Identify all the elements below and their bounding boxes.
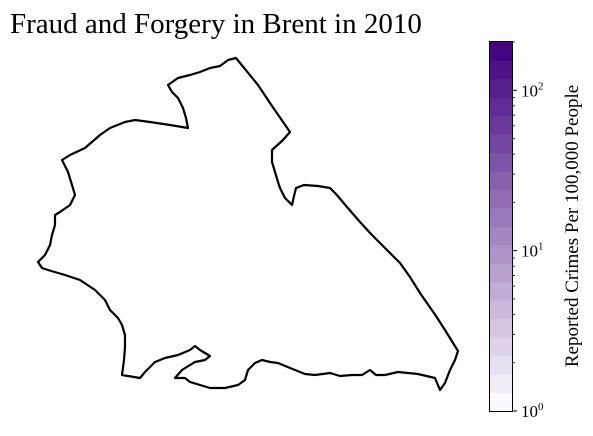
colorbar-band xyxy=(490,355,512,375)
colorbar-band xyxy=(490,337,512,357)
colorbar-frame xyxy=(489,41,513,412)
colorbar-label: Reported Crimes Per 100,000 People xyxy=(562,85,583,367)
colorbar-band xyxy=(490,189,512,209)
colorbar: 100 101 102 Reported Crimes Per 100,000 Pe… xyxy=(489,41,583,421)
chart-title: Fraud and Forgery in Brent in 2010 xyxy=(10,8,422,40)
colorbar-tick-label: 101 xyxy=(521,241,544,261)
colorbar-band xyxy=(490,134,512,154)
colorbar-band xyxy=(490,392,512,412)
colorbar-band xyxy=(490,374,512,393)
colorbar-band xyxy=(490,226,512,246)
colorbar-band xyxy=(490,318,512,338)
colorbar-band xyxy=(490,152,512,172)
brent-boundary xyxy=(36,56,460,392)
colorbar-bands xyxy=(490,42,512,412)
colorbar-band xyxy=(490,281,512,301)
colorbar-band xyxy=(490,244,512,264)
colorbar-band xyxy=(490,97,512,117)
colorbar-band xyxy=(490,263,512,283)
colorbar-band xyxy=(490,78,512,98)
colorbar-tick-label: 100 xyxy=(521,401,544,421)
colorbar-tick-label: 102 xyxy=(521,80,544,100)
colorbar-band xyxy=(490,171,512,190)
colorbar-band xyxy=(490,42,512,61)
colorbar-band xyxy=(490,115,512,135)
colorbar-band xyxy=(490,300,512,320)
colorbar-band xyxy=(490,208,512,227)
colorbar-ticks: 100 101 102 xyxy=(512,41,544,421)
colorbar-band xyxy=(490,60,512,80)
